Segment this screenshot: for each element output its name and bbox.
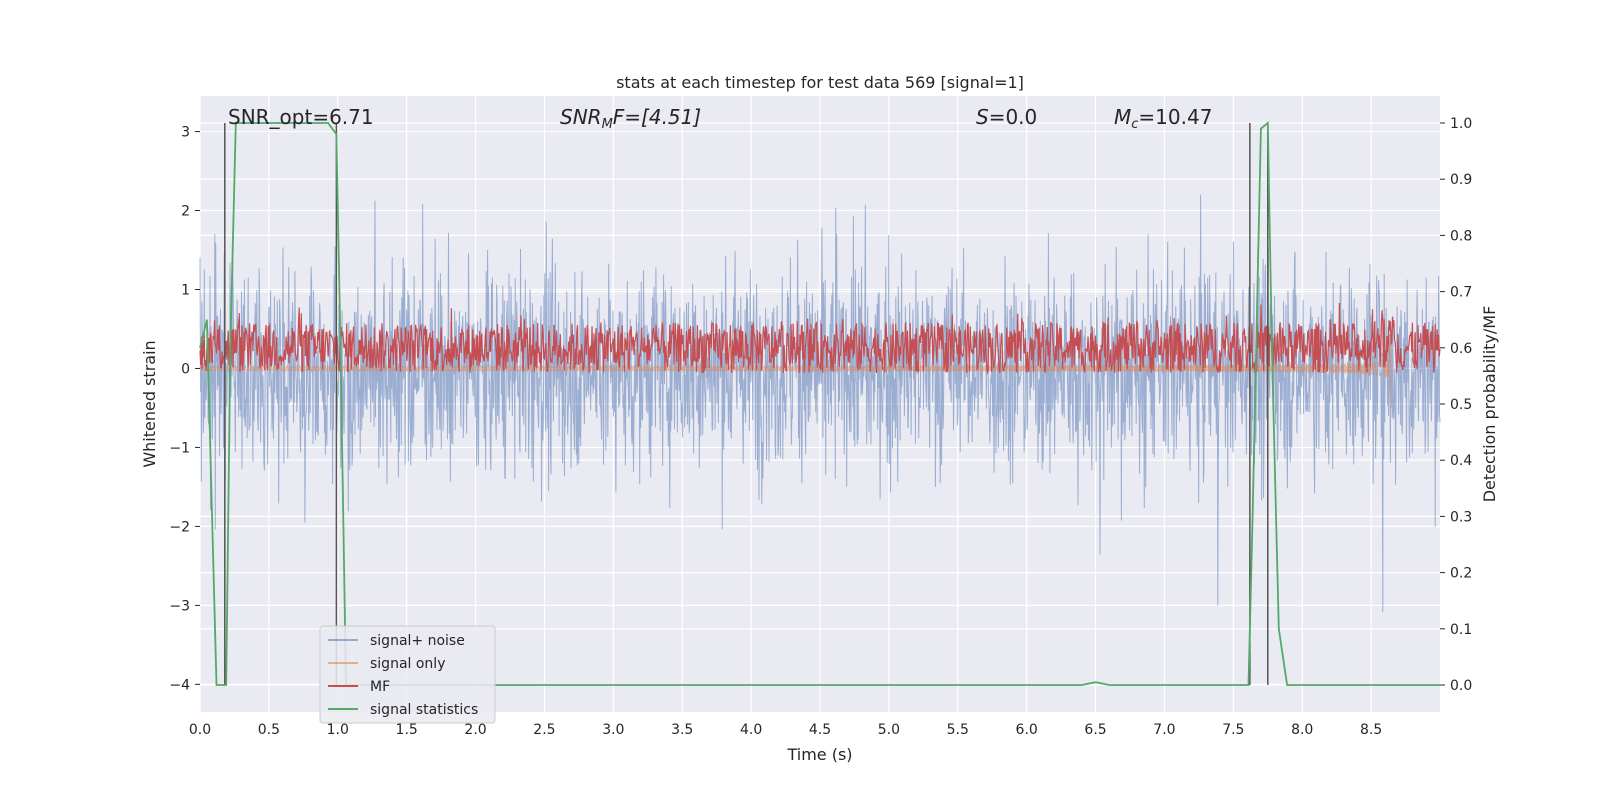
y-tick-label: −2 bbox=[169, 519, 190, 535]
legend-label-signal-noise: signal+ noise bbox=[370, 633, 465, 649]
x-tick-label: 4.0 bbox=[740, 722, 762, 738]
y-tick-label: 3 bbox=[181, 125, 190, 141]
annotation-mc: Mc=10.47 bbox=[1114, 105, 1212, 132]
y2-tick-label: 0.5 bbox=[1450, 397, 1472, 413]
series-signal-statistics bbox=[199, 121, 1440, 686]
y-tick-label: 0 bbox=[181, 361, 190, 377]
annotation-snr-mf-sub: M bbox=[602, 117, 613, 132]
y2-tick-label: 0.2 bbox=[1450, 566, 1472, 582]
y2-tick-label: 0.9 bbox=[1450, 172, 1472, 188]
x-tick-label: 0.5 bbox=[258, 722, 280, 738]
y2-tick-label: 0.3 bbox=[1450, 509, 1472, 525]
y-tick-label: 2 bbox=[181, 204, 190, 220]
series-signal-only bbox=[199, 339, 1392, 408]
series-mf bbox=[199, 302, 1441, 375]
x-tick-label: 1.5 bbox=[396, 722, 418, 738]
mf-line bbox=[199, 302, 1441, 375]
vertical-markers bbox=[224, 122, 1269, 686]
x-tick-label: 2.0 bbox=[464, 722, 486, 738]
annotation-mc-val: =10.47 bbox=[1138, 105, 1212, 129]
x-tick-label: 6.0 bbox=[1016, 722, 1038, 738]
y-tick-label: −1 bbox=[169, 440, 190, 456]
y2-axis-ticks: 0.0 0.1 0.2 0.3 0.4 0.5 0.6 0.7 0.8 0.9 1.0 bbox=[1440, 116, 1472, 694]
y2-tick-label: 0.8 bbox=[1450, 228, 1472, 244]
annotation-s-var: S bbox=[976, 105, 989, 129]
chart-title: stats at each timestep for test data 569… bbox=[616, 73, 1024, 92]
x-tick-label: 6.5 bbox=[1084, 722, 1106, 738]
x-tick-label: 1.0 bbox=[327, 722, 349, 738]
x-tick-label: 3.5 bbox=[671, 722, 693, 738]
series-signal-noise bbox=[199, 194, 1441, 612]
x-tick-label: 2.5 bbox=[533, 722, 555, 738]
y2-tick-label: 0.6 bbox=[1450, 341, 1472, 357]
x-axis-label: Time (s) bbox=[786, 745, 852, 764]
annotation-snr-mf: SNRMF=[4.51] bbox=[560, 105, 701, 132]
x-tick-label: 5.0 bbox=[878, 722, 900, 738]
x-axis-ticks: 0.0 0.5 1.0 1.5 2.0 2.5 3.0 3.5 4.0 4.5 5.0 5.5 6.0 6… bbox=[189, 722, 1382, 738]
legend-label-signal-statistics: signal statistics bbox=[370, 702, 478, 718]
y-tick-label: 1 bbox=[181, 282, 190, 298]
legend-label-mf: MF bbox=[370, 679, 390, 695]
y2-tick-label: 0.4 bbox=[1450, 453, 1472, 469]
annotation-snr-mf-prefix: SNR bbox=[560, 105, 602, 129]
annotation-snr-opt: SNR_opt=6.71 bbox=[228, 105, 374, 129]
annotation-mc-var: M bbox=[1114, 105, 1131, 129]
x-tick-label: 4.5 bbox=[809, 722, 831, 738]
x-tick-label: 7.0 bbox=[1153, 722, 1175, 738]
x-tick-label: 5.5 bbox=[947, 722, 969, 738]
x-tick-label: 0.0 bbox=[189, 722, 211, 738]
signal-noise-line bbox=[199, 194, 1441, 612]
signal-statistics-line bbox=[199, 121, 1440, 686]
x-tick-label: 7.5 bbox=[1222, 722, 1244, 738]
y2-tick-label: 0.7 bbox=[1450, 285, 1472, 301]
y-axis-ticks: −4 −3 −2 −1 0 1 2 3 bbox=[169, 125, 200, 693]
legend: signal+ noise signal only MF signal stat… bbox=[319, 625, 496, 724]
y-axis-label: Whitened strain bbox=[140, 340, 159, 467]
y-tick-label: −4 bbox=[169, 677, 190, 693]
x-tick-label: 3.0 bbox=[602, 722, 624, 738]
y-tick-label: −3 bbox=[169, 598, 190, 614]
y2-tick-label: 0.0 bbox=[1450, 678, 1472, 694]
legend-box bbox=[319, 625, 496, 724]
x-tick-label: 8.0 bbox=[1291, 722, 1313, 738]
y2-tick-label: 0.1 bbox=[1450, 622, 1472, 638]
y2-tick-label: 1.0 bbox=[1450, 116, 1472, 132]
annotation-s: S=0.0 bbox=[976, 105, 1037, 129]
annotation-mc-sub: c bbox=[1131, 117, 1138, 132]
annotation-s-val: =0.0 bbox=[989, 105, 1038, 129]
y2-axis-label: Detection probability/MF bbox=[1480, 306, 1499, 503]
x-tick-label: 8.5 bbox=[1360, 722, 1382, 738]
annotation-snr-mf-suffix: F=[4.51] bbox=[613, 105, 701, 129]
signal-only-line bbox=[199, 339, 1392, 408]
legend-label-signal-only: signal only bbox=[370, 656, 445, 672]
